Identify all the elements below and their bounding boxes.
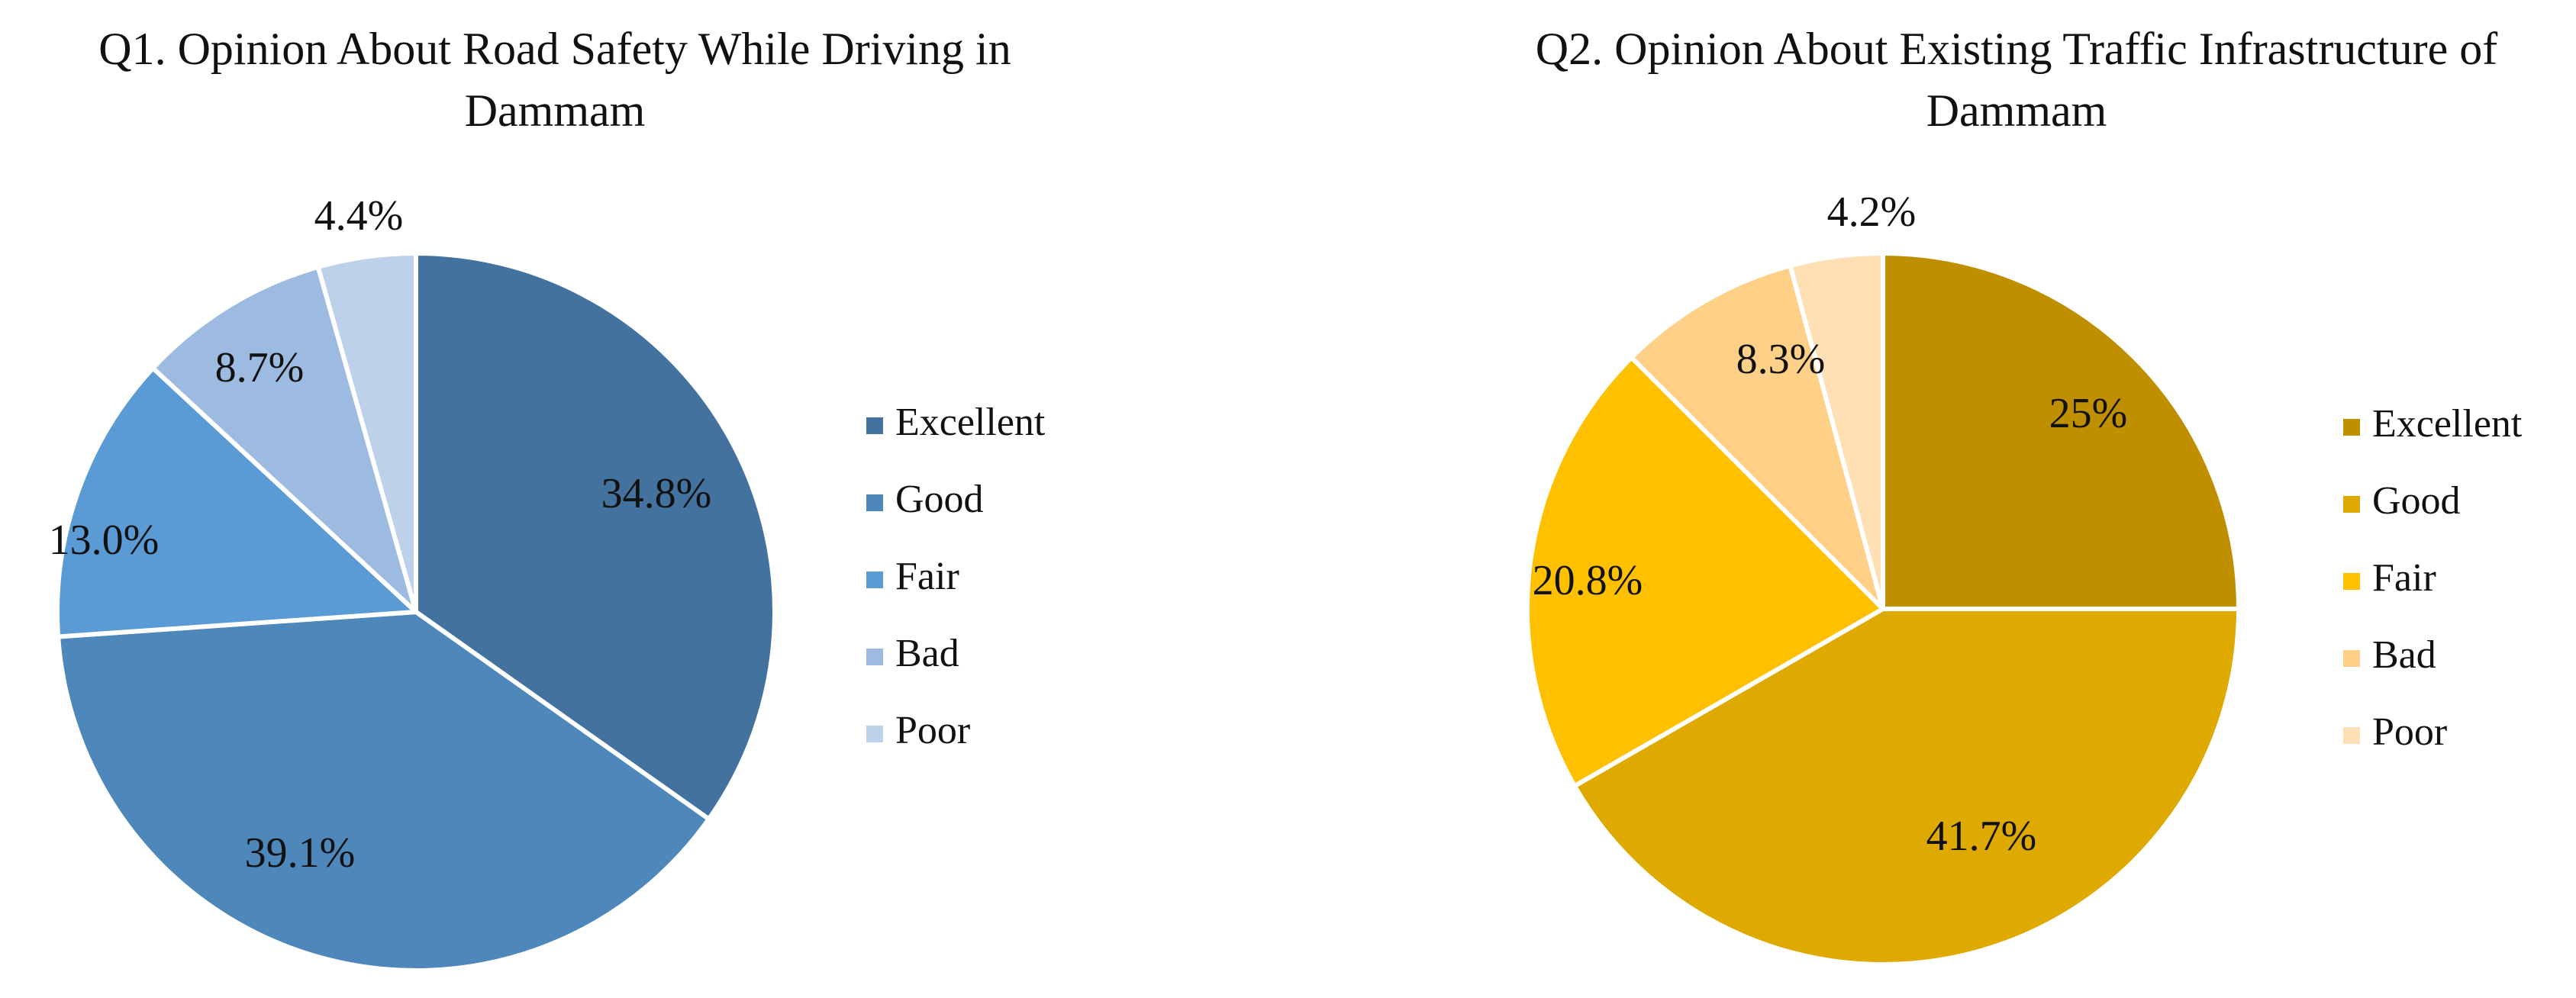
chart2-legend-item-fair: Fair: [2343, 556, 2436, 600]
chart1-legend-label-good: Good: [895, 478, 984, 521]
chart2-legend-label-fair: Fair: [2372, 556, 2436, 600]
chart2-legend-item-good: Good: [2343, 479, 2461, 523]
chart2-legend-label-excellent: Excellent: [2372, 402, 2523, 446]
chart2-slice-bad: [1629, 263, 1885, 611]
chart2-legend-swatch-bad: [2343, 650, 2360, 667]
chart1-legend-swatch-excellent: [866, 417, 883, 434]
chart1-legend: Excellent Good Fair Bad Poor: [866, 401, 1046, 752]
chart2-title-line1: Q2. Opinion About Existing Traffic Infra…: [1536, 24, 2497, 74]
chart2-slice-poor: [1788, 251, 1885, 611]
chart2-legend-swatch-excellent: [2343, 419, 2360, 436]
chart2-data-label-bad: 8.3%: [1736, 336, 1826, 383]
chart2-legend-label-bad: Bad: [2372, 633, 2436, 677]
chart1-title-line1: Q1. Opinion About Road Safety While Driv…: [98, 24, 1011, 74]
chart1-slice-good: [56, 610, 711, 973]
chart2-slice-good: [1572, 607, 2241, 967]
chart1-legend-label-bad: Bad: [895, 632, 959, 675]
chart2-data-label-excellent: 25%: [2049, 390, 2128, 437]
chart1-slice-excellent: [414, 251, 777, 822]
chart2-data-label-poor: 4.2%: [1827, 188, 1917, 236]
chart2-legend-item-poor: Poor: [2343, 710, 2447, 754]
chart2-labels: 25% 41.7% 20.8% 8.3% 4.2%: [1533, 188, 2128, 860]
chart1-labels: 34.8% 39.1% 13.0% 8.7% 4.4%: [49, 192, 712, 877]
chart2-slices: [1525, 251, 2241, 967]
chart1-data-label-fair: 13.0%: [49, 517, 160, 564]
chart1-legend-item-poor: Poor: [866, 709, 970, 752]
chart1-legend-label-fair: Fair: [895, 555, 959, 598]
chart2-legend-swatch-fair: [2343, 573, 2360, 590]
chart1-legend-item-fair: Fair: [866, 555, 959, 598]
chart1-legend-swatch-good: [866, 494, 883, 511]
chart2-legend-item-bad: Bad: [2343, 633, 2436, 677]
chart2-slice-excellent: [1881, 251, 2241, 611]
chart1-legend-item-bad: Bad: [866, 632, 959, 675]
chart1-legend-swatch-poor: [866, 726, 883, 742]
chart2-title-line2: Dammam: [1926, 85, 2107, 136]
chart1-data-label-excellent: 34.8%: [601, 470, 712, 517]
chart2-data-label-good: 41.7%: [1926, 813, 2037, 860]
chart1-data-label-poor: 4.4%: [314, 192, 404, 240]
chart2-legend-swatch-poor: [2343, 727, 2360, 744]
chart1-data-label-bad: 8.7%: [215, 344, 305, 391]
chart1-data-label-good: 39.1%: [245, 829, 356, 877]
chart1-legend-label-excellent: Excellent: [895, 401, 1046, 444]
chart1-slice-bad: [150, 264, 418, 614]
chart2-data-label-fair: 20.8%: [1533, 557, 1643, 604]
chart1-legend-label-poor: Poor: [895, 709, 970, 752]
chart2-legend-label-good: Good: [2372, 479, 2461, 523]
chart2-legend-label-poor: Poor: [2372, 710, 2447, 754]
chart1-legend-swatch-fair: [866, 571, 883, 588]
chart1-legend-item-good: Good: [866, 478, 984, 521]
chart2-legend-swatch-good: [2343, 496, 2360, 513]
chart1-legend-swatch-bad: [866, 649, 883, 665]
chart1-slice-fair: [55, 365, 418, 639]
chart2-slice-fair: [1525, 355, 1885, 789]
chart2-legend: Excellent Good Fair Bad Poor: [2343, 402, 2523, 754]
chart1-slices: [55, 251, 777, 973]
chart1-slice-poor: [315, 251, 418, 614]
chart1-title-line2: Dammam: [465, 85, 646, 136]
chart2-legend-item-excellent: Excellent: [2343, 402, 2523, 446]
chart1-legend-item-excellent: Excellent: [866, 401, 1046, 444]
